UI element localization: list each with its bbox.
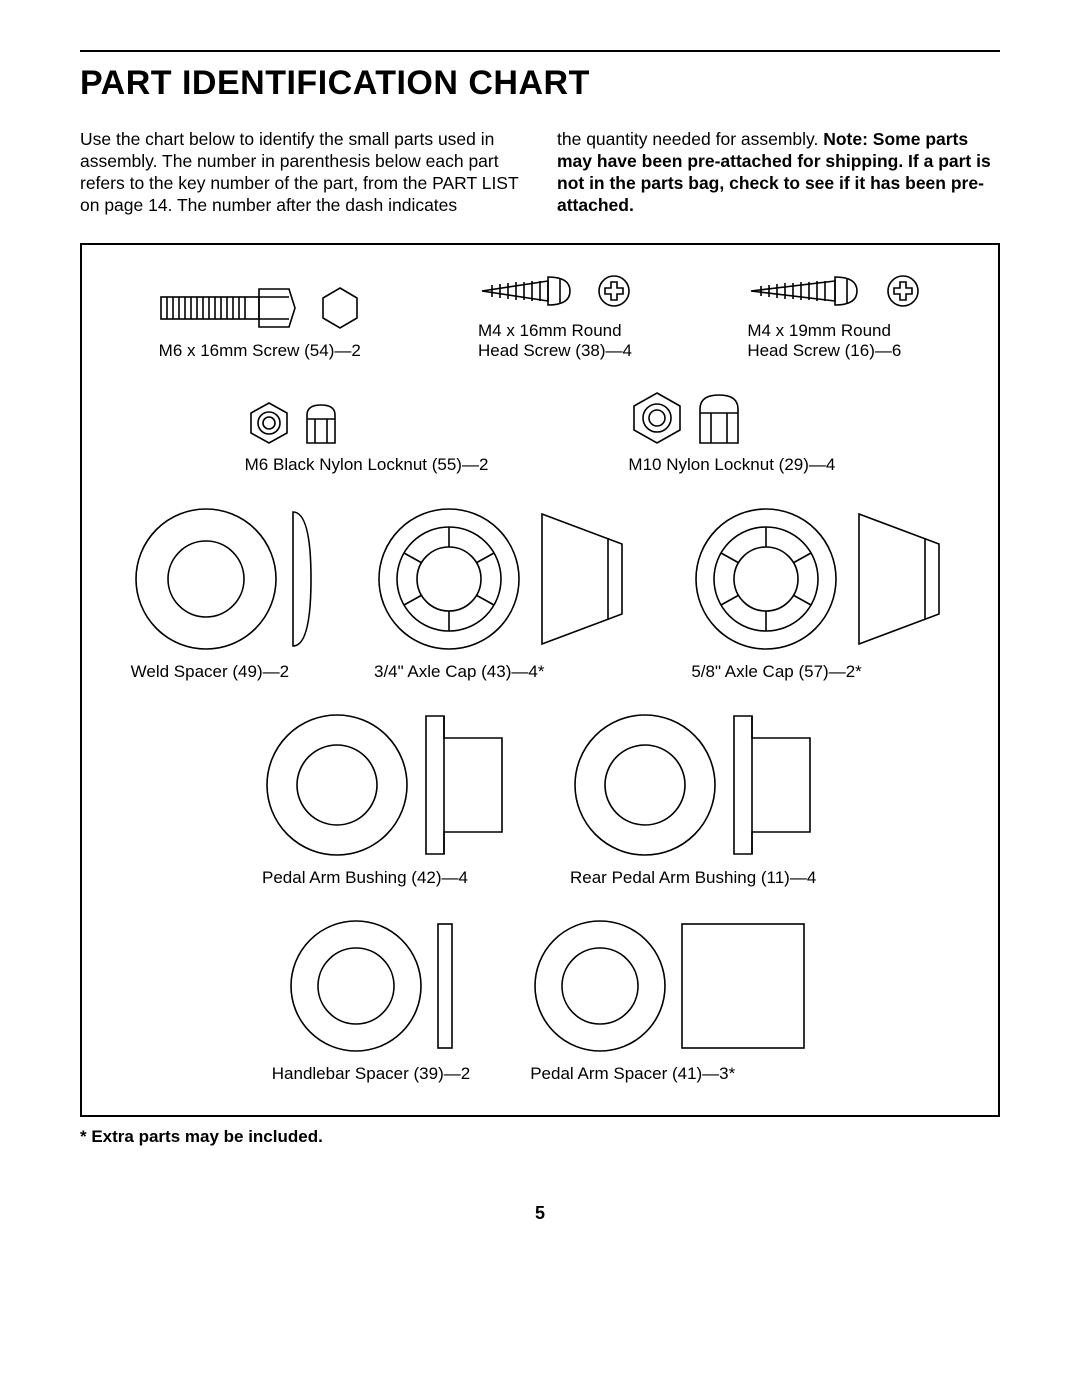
part-m4-19-round: M4 x 19mm Round Head Screw (16)—6	[747, 269, 921, 362]
label-pedal-bush: Pedal Arm Bushing (42)—4	[262, 868, 510, 888]
label-m4-16-round: M4 x 16mm Round Head Screw (38)—4	[478, 321, 632, 362]
part-m10-locknut: M10 Nylon Locknut (29)—4	[628, 389, 835, 475]
part-weld-spacer: Weld Spacer (49)—2	[131, 504, 315, 682]
part-m6-screw: M6 x 16mm Screw (54)—2	[159, 283, 363, 361]
intro-right: the quantity needed for assembly. Note: …	[557, 129, 1000, 217]
label-m10-locknut: M10 Nylon Locknut (29)—4	[628, 455, 835, 475]
axle-cap-top-icon	[374, 504, 524, 654]
intro-right-plain: the quantity needed for assembly.	[557, 129, 823, 149]
part-m6-locknut: M6 Black Nylon Locknut (55)—2	[245, 399, 489, 475]
hex-head-top-icon	[317, 285, 363, 331]
label-axle-cap-58: 5/8" Axle Cap (57)—2*	[691, 662, 949, 682]
phillips-head-icon	[885, 273, 921, 309]
round-head-screw-side-icon	[478, 269, 588, 313]
round-head-screw-side-long-icon	[747, 269, 877, 313]
locknut-top-icon	[245, 399, 293, 447]
washer-top-icon	[286, 916, 426, 1056]
page-title: PART IDENTIFICATION CHART	[80, 64, 1000, 103]
part-m4-16-round: M4 x 16mm Round Head Screw (38)—4	[478, 269, 632, 362]
intro-left: Use the chart below to identify the smal…	[80, 129, 523, 217]
row-4: Pedal Arm Bushing (42)—4 Rear Pedal Arm …	[106, 710, 974, 888]
intro-paragraph: Use the chart below to identify the smal…	[80, 129, 1000, 217]
hex-bolt-side-icon	[159, 283, 309, 333]
part-hbar-spacer: Handlebar Spacer (39)—2	[272, 916, 470, 1084]
part-pedal-bush: Pedal Arm Bushing (42)—4	[262, 710, 510, 888]
part-pedal-spacer: Pedal Arm Spacer (41)—3*	[530, 916, 808, 1084]
label-axle-cap-34: 3/4" Axle Cap (43)—4*	[374, 662, 632, 682]
label-m4-19-round: M4 x 19mm Round Head Screw (16)—6	[747, 321, 921, 362]
part-axle-cap-34: 3/4" Axle Cap (43)—4*	[374, 504, 632, 682]
washer-top-icon	[530, 916, 670, 1056]
bushing-top-icon	[570, 710, 720, 860]
part-axle-cap-58: 5/8" Axle Cap (57)—2*	[691, 504, 949, 682]
top-rule	[80, 50, 1000, 52]
row-3: Weld Spacer (49)—2	[106, 504, 974, 682]
axle-cap-side-icon	[532, 504, 632, 654]
washer-side-icon	[289, 504, 315, 654]
axle-cap-top-icon	[691, 504, 841, 654]
bushing-top-icon	[262, 710, 412, 860]
locknut-top-icon	[628, 389, 686, 447]
spacer-side-wide-icon	[678, 916, 808, 1056]
part-rear-bush: Rear Pedal Arm Bushing (11)—4	[570, 710, 818, 888]
spacer-side-thin-icon	[434, 916, 456, 1056]
bushing-side-icon	[728, 710, 818, 860]
phillips-head-icon	[596, 273, 632, 309]
row-1: M6 x 16mm Screw (54)—2	[106, 269, 974, 362]
label-pedal-spacer: Pedal Arm Spacer (41)—3*	[530, 1064, 808, 1084]
footnote: * Extra parts may be included.	[80, 1127, 1000, 1147]
row-5: Handlebar Spacer (39)—2 Pedal Arm Spacer…	[106, 916, 974, 1084]
label-m6-locknut: M6 Black Nylon Locknut (55)—2	[245, 455, 489, 475]
label-m6-screw: M6 x 16mm Screw (54)—2	[159, 341, 363, 361]
label-rear-bush: Rear Pedal Arm Bushing (11)—4	[570, 868, 818, 888]
locknut-side-icon	[301, 399, 341, 447]
label-hbar-spacer: Handlebar Spacer (39)—2	[272, 1064, 470, 1084]
label-weld-spacer: Weld Spacer (49)—2	[131, 662, 315, 682]
axle-cap-side-icon	[849, 504, 949, 654]
washer-top-icon	[131, 504, 281, 654]
locknut-side-icon	[694, 389, 744, 447]
page-number: 5	[80, 1203, 1000, 1224]
chart-box: M6 x 16mm Screw (54)—2	[80, 243, 1000, 1117]
row-2: M6 Black Nylon Locknut (55)—2	[106, 389, 974, 475]
bushing-side-icon	[420, 710, 510, 860]
